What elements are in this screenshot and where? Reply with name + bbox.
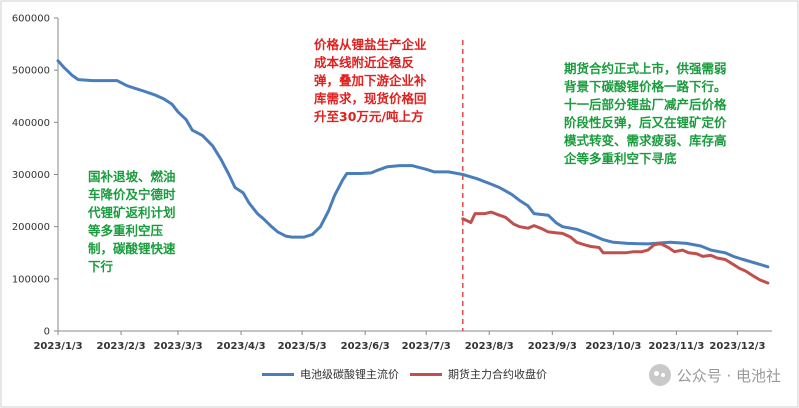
right-green-annotation-line: 阶段性反弹，后又在锂矿定价 — [564, 115, 727, 130]
futures-price-line — [461, 210, 770, 285]
y-tick-label: 300000 — [12, 170, 50, 181]
left-green-annotation-line: 车降价及宁德时 — [88, 187, 176, 202]
x-tick-label: 2023/11/3 — [648, 341, 704, 352]
y-tick-label: 0 — [44, 327, 50, 338]
left-green-annotation-line: 代锂矿返利计划 — [88, 205, 176, 220]
x-tick-label: 2023/3/3 — [153, 341, 202, 352]
left-green-annotation-line: 国补退坡、燃油 — [88, 169, 176, 184]
y-tick-label: 200000 — [12, 222, 50, 233]
legend-futures-swatch — [410, 372, 442, 376]
right-green-annotation: 期货合约正式上市，供强需弱 背景下碳酸锂价格一路下行。 十一后部分锂盐厂减产后价… — [564, 60, 727, 168]
wechat-icon — [648, 364, 671, 386]
legend-futures-label: 期货主力合约收盘价 — [448, 368, 547, 381]
y-tick-label: 100000 — [12, 274, 50, 285]
x-tick-label: 2023/10/3 — [585, 341, 641, 352]
right-green-annotation-line: 背景下碳酸锂价格一路下行。 — [564, 79, 727, 94]
red-annotation-line: 弹，叠加下游企业补 — [314, 73, 427, 88]
left-green-annotation: 国补退坡、燃油 车降价及宁德时 代锂矿返利计划 等多重利空压 制，碳酸锂快速 下… — [88, 168, 176, 276]
watermark-text: 公众号 · 电池社 — [676, 366, 781, 385]
red-annotation-line: 价格从锂盐生产企业 — [314, 37, 427, 52]
y-tick-label: 600000 — [12, 14, 50, 25]
watermark: 公众号 · 电池社 — [648, 364, 781, 386]
right-green-annotation-line: 模式转变、需求疲弱、库存高 — [564, 133, 727, 148]
x-tick-label: 2023/12/3 — [709, 341, 765, 352]
red-annotation-line: 成本线附近企稳反 — [314, 55, 415, 70]
y-tick-label: 500000 — [12, 66, 50, 77]
legend-futures: 期货主力合约收盘价 — [410, 366, 547, 382]
red-annotation-line: 升至30万元/吨上方 — [314, 109, 424, 124]
left-green-annotation-line: 制，碳酸锂快速 — [88, 241, 176, 256]
x-tick-label: 2023/8/3 — [465, 341, 514, 352]
legend-spot-label: 电池级碳酸锂主流价 — [300, 368, 399, 381]
right-green-annotation-line: 期货合约正式上市，供强需弱 — [564, 61, 727, 76]
legend-spot-swatch — [262, 372, 294, 376]
x-tick-label: 2023/2/3 — [97, 341, 146, 352]
x-tick-label: 2023/7/3 — [402, 341, 451, 352]
spot-price-line — [56, 59, 770, 269]
x-tick-label: 2023/4/3 — [217, 341, 266, 352]
red-annotation-line: 库需求，现货价格回 — [314, 91, 427, 106]
x-tick-label: 2023/1/3 — [33, 341, 82, 352]
x-tick-label: 2023/5/3 — [278, 341, 327, 352]
y-tick-label: 400000 — [12, 118, 50, 129]
legend-spot: 电池级碳酸锂主流价 — [262, 366, 399, 382]
x-tick-label: 2023/6/3 — [341, 341, 390, 352]
red-annotation: 价格从锂盐生产企业 成本线附近企稳反 弹，叠加下游企业补 库需求，现货价格回 升… — [314, 36, 427, 126]
left-green-annotation-line: 下行 — [88, 259, 114, 274]
left-green-annotation-line: 等多重利空压 — [88, 223, 164, 238]
right-green-annotation-line: 企等多重利空下寻底 — [564, 151, 677, 166]
right-green-annotation-line: 十一后部分锂盐厂减产后价格 — [564, 97, 727, 112]
x-tick-label: 2023/9/3 — [528, 341, 577, 352]
